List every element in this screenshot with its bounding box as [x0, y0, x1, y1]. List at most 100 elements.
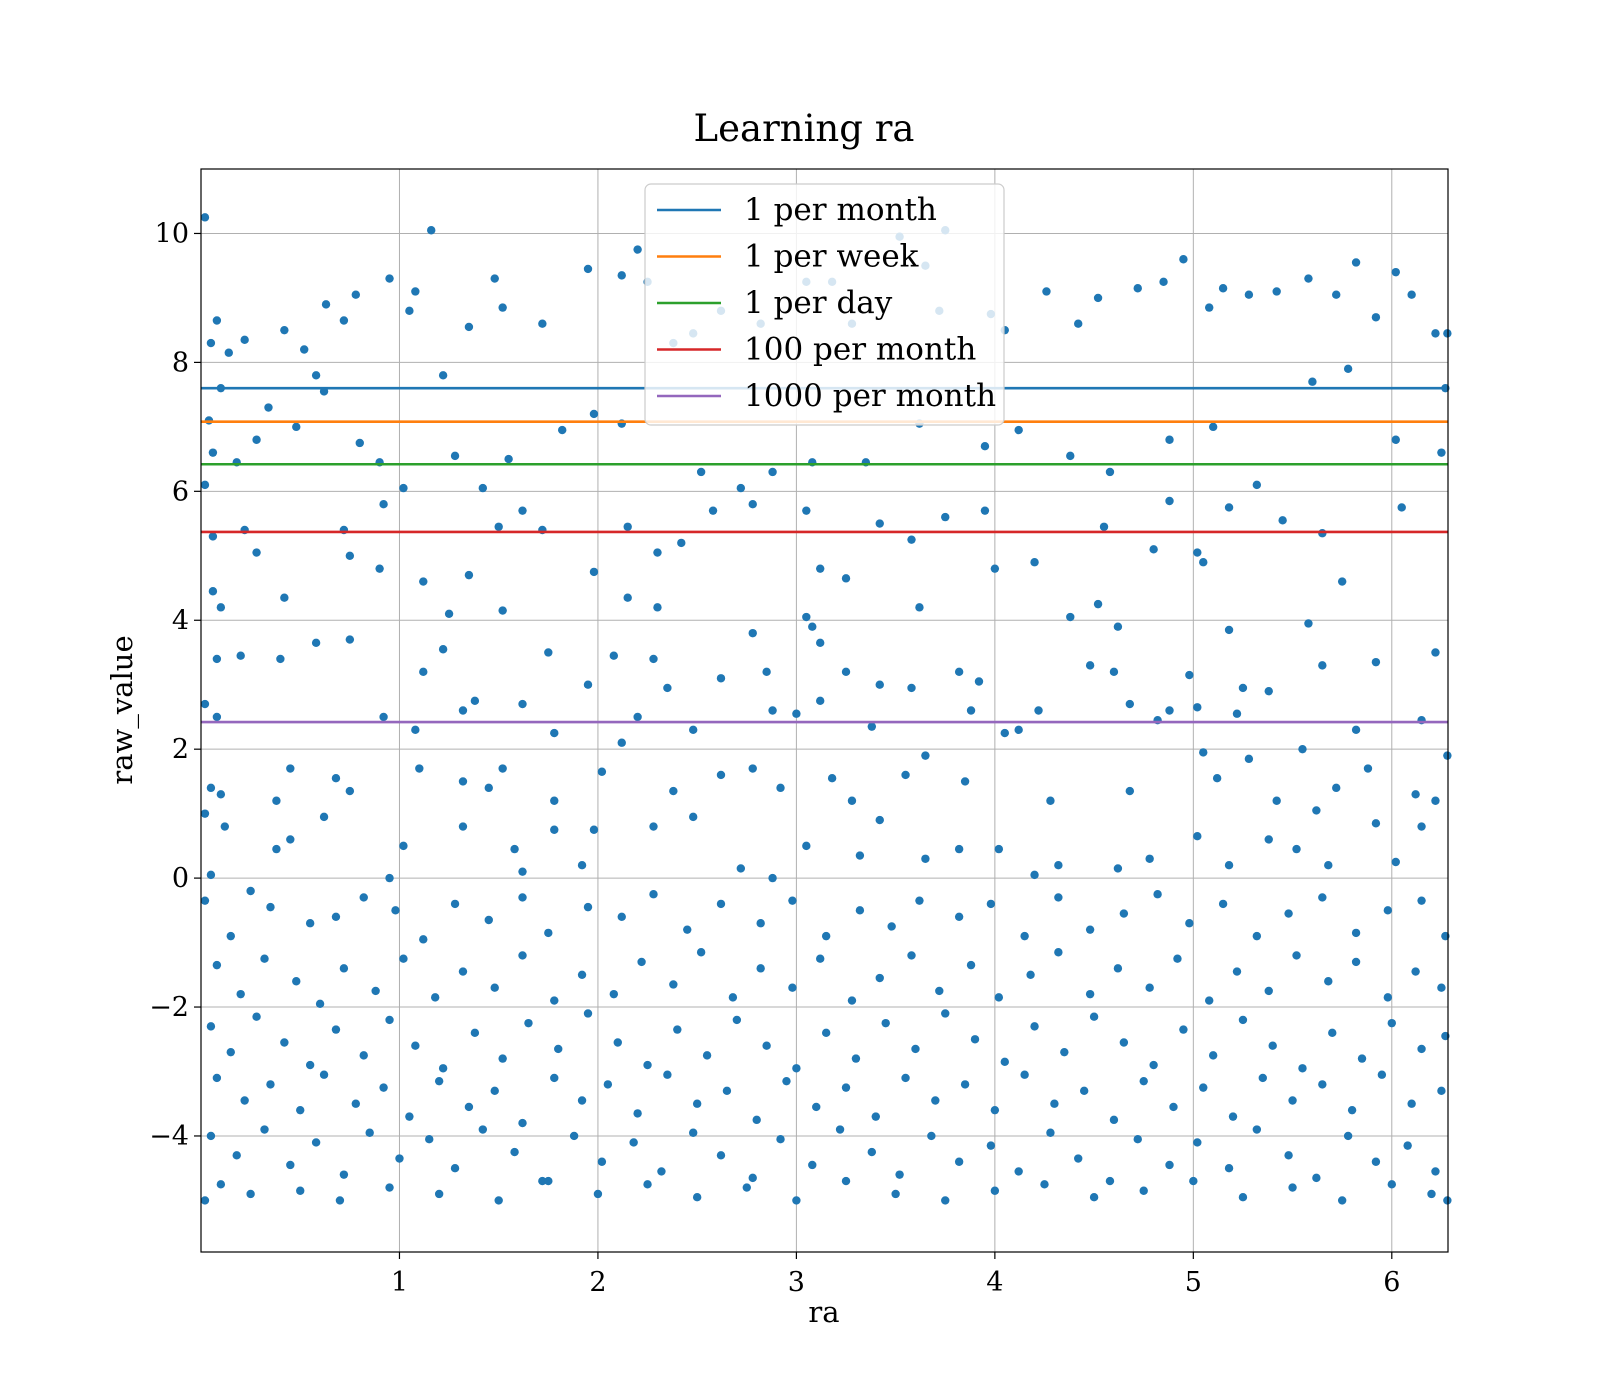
data-point: [692, 1193, 702, 1202]
data-point: [1042, 287, 1051, 296]
data-point: [206, 1022, 216, 1031]
data-point: [1318, 893, 1327, 902]
data-point: [550, 796, 559, 805]
data-point: [399, 954, 408, 963]
data-point: [212, 316, 222, 325]
data-point: [1193, 548, 1202, 557]
plot-frame: [200, 168, 1449, 1253]
data-point: [613, 1038, 622, 1047]
data-point: [224, 348, 233, 357]
data-point: [907, 683, 916, 693]
data-point: [1099, 522, 1109, 531]
data-point: [931, 1096, 940, 1105]
data-point: [1288, 1183, 1297, 1192]
data-point: [762, 667, 771, 677]
data-point: [206, 338, 216, 348]
data-point: [1328, 1028, 1337, 1038]
y-tick-label: 0: [172, 863, 189, 894]
data-point: [498, 606, 507, 615]
data-point: [1085, 989, 1095, 999]
scatter-points: [200, 213, 1452, 1205]
data-point: [966, 960, 976, 970]
data-point: [653, 603, 662, 612]
data-point: [1411, 790, 1420, 799]
data-point: [1324, 977, 1333, 986]
data-point: [1020, 931, 1029, 941]
data-point: [1054, 861, 1063, 870]
data-point: [816, 696, 825, 706]
data-point: [669, 786, 678, 796]
data-point: [960, 1080, 970, 1089]
data-point: [415, 764, 424, 773]
data-point: [1351, 928, 1361, 938]
data-point: [954, 1157, 964, 1166]
data-point: [1272, 796, 1281, 805]
data-point: [391, 906, 400, 915]
data-point: [776, 1134, 785, 1144]
data-point: [911, 1044, 920, 1054]
data-point: [1085, 925, 1095, 934]
data-point: [629, 1138, 638, 1147]
data-point: [1208, 1051, 1218, 1060]
data-point: [1244, 754, 1254, 764]
data-point: [200, 809, 210, 818]
data-point: [617, 271, 626, 280]
legend-label: 1000 per month: [744, 378, 996, 414]
data-point: [881, 1018, 890, 1028]
data-point: [311, 371, 321, 380]
data-point: [1060, 1047, 1069, 1057]
data-point: [1391, 267, 1400, 277]
data-point: [901, 770, 910, 780]
data-point: [1026, 970, 1035, 980]
data-point: [1351, 258, 1361, 267]
data-point: [419, 667, 428, 677]
data-point: [438, 1064, 448, 1073]
data-point: [653, 548, 662, 557]
data-point: [490, 983, 499, 992]
data-point: [494, 522, 503, 531]
data-point: [821, 1028, 831, 1038]
data-point: [716, 1151, 726, 1160]
data-point: [1030, 1022, 1039, 1031]
data-point: [375, 564, 384, 573]
data-point: [1169, 1102, 1178, 1112]
data-point: [1139, 1186, 1148, 1195]
data-point: [663, 1070, 672, 1079]
data-point: [1228, 1112, 1238, 1121]
data-point: [1238, 1015, 1248, 1025]
data-point: [577, 1096, 587, 1105]
data-point: [200, 896, 210, 905]
data-point: [816, 954, 825, 963]
data-point: [232, 1151, 241, 1160]
data-point: [835, 1125, 845, 1134]
data-point: [212, 654, 222, 664]
legend-label: 1 per month: [744, 192, 937, 228]
data-point: [617, 738, 626, 747]
data-point: [1050, 1099, 1059, 1108]
data-point: [1258, 1073, 1267, 1083]
data-point: [954, 667, 964, 677]
data-point: [498, 764, 507, 773]
data-point: [1268, 1041, 1277, 1050]
data-point: [677, 538, 686, 548]
data-point: [1159, 277, 1168, 287]
data-point: [1205, 996, 1214, 1005]
legend-items: 1 per month 1 per week 1 per day 100 per mo…: [657, 192, 996, 414]
data-point: [319, 1070, 329, 1079]
data-point: [901, 1073, 910, 1083]
data-point: [395, 1154, 404, 1163]
data-point: [379, 712, 388, 722]
data-point: [954, 912, 964, 921]
data-point: [891, 1189, 900, 1199]
data-point: [1324, 861, 1333, 870]
data-point: [280, 593, 289, 602]
data-point: [1312, 806, 1321, 815]
data-point: [821, 931, 831, 941]
x-tick-label: 6: [1383, 1267, 1400, 1298]
data-point: [841, 1083, 851, 1092]
data-point: [311, 1138, 321, 1147]
data-point: [1165, 706, 1174, 715]
data-point: [855, 851, 865, 860]
data-point: [464, 322, 474, 332]
data-point: [1133, 284, 1142, 293]
